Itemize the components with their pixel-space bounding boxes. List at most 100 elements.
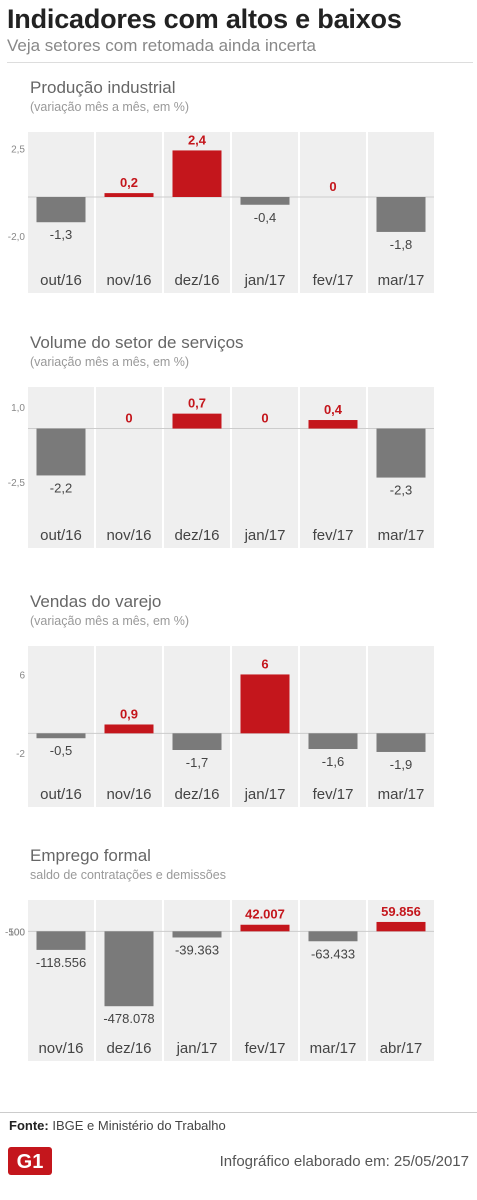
data-label: 59.856 <box>381 904 421 919</box>
y-tick-label: 6 <box>19 670 25 681</box>
y-tick-label: -500 <box>5 927 25 938</box>
data-label: -2,3 <box>390 483 412 498</box>
column-background <box>232 132 298 293</box>
category-label: jan/17 <box>244 786 286 803</box>
y-tick-label: -2,0 <box>8 232 26 243</box>
category-label: fev/17 <box>313 527 354 544</box>
y-tick-label: -2,5 <box>8 478 26 489</box>
bar-chart-producao: 2,5 -2,0 -1,3 out/16 0,2 nov/16 2,4 dez/16 -0,4 j… <box>8 132 434 293</box>
bar <box>240 197 290 205</box>
bar <box>36 931 86 950</box>
source-note: Fonte: IBGE e Ministério do Trabalho <box>9 1118 226 1133</box>
category-label: fev/17 <box>313 272 354 289</box>
bar-chart-servicos: 1,0 -2,5 -2,2 out/16 0 nov/16 0,7 dez/16 0 jan/17… <box>8 387 434 548</box>
bar <box>308 733 358 750</box>
chart-vendas-varejo: Vendas do varejo (variação mês a mês, em… <box>0 592 477 817</box>
data-label: -0,5 <box>50 743 72 758</box>
bar <box>36 197 86 223</box>
bar <box>376 197 426 232</box>
bar <box>240 924 290 932</box>
bar <box>104 724 154 734</box>
data-label: 0,4 <box>324 402 343 417</box>
data-label: -1,6 <box>322 754 344 769</box>
data-label: -0,4 <box>254 210 276 225</box>
bar <box>308 420 358 429</box>
category-label: dez/16 <box>174 272 219 289</box>
category-label: nov/16 <box>106 272 151 289</box>
chart-subtitle: saldo de contratações e demissões <box>30 868 226 882</box>
header-divider <box>7 62 473 63</box>
data-label: 6 <box>261 656 268 671</box>
bar <box>376 921 426 932</box>
g1-logo: G1 <box>8 1147 52 1175</box>
data-label: 0,7 <box>188 396 206 411</box>
category-label: nov/16 <box>38 1040 83 1057</box>
data-label: -118.556 <box>36 955 86 970</box>
bar <box>172 413 222 429</box>
chart-emprego-formal: Emprego formal saldo de contratações e d… <box>0 846 477 1071</box>
bar <box>36 733 86 739</box>
column-background <box>96 387 162 548</box>
column-background <box>164 387 230 548</box>
source-text: IBGE e Ministério do Trabalho <box>52 1118 226 1133</box>
data-label: 0 <box>125 411 132 426</box>
bar <box>172 931 222 938</box>
data-label: -478.078 <box>103 1011 154 1026</box>
category-label: mar/17 <box>378 272 425 289</box>
chart-subtitle: (variação mês a mês, em %) <box>30 614 190 628</box>
y-tick-label: 1,0 <box>11 403 25 414</box>
source-label: Fonte: <box>9 1118 49 1133</box>
bar <box>104 931 154 1007</box>
column-background <box>368 646 434 807</box>
category-label: fev/17 <box>313 786 354 803</box>
y-tick-label: -2 <box>16 749 25 760</box>
category-label: jan/17 <box>244 272 286 289</box>
chart-title: Volume do setor de serviços <box>30 333 244 352</box>
column-background <box>164 900 230 1061</box>
category-label: out/16 <box>40 527 82 544</box>
bar <box>376 428 426 478</box>
column-background <box>232 900 298 1061</box>
category-label: dez/16 <box>174 786 219 803</box>
chart-title: Vendas do varejo <box>30 592 162 611</box>
data-label: 0,2 <box>120 175 138 190</box>
category-label: out/16 <box>40 786 82 803</box>
category-label: nov/16 <box>106 527 151 544</box>
page-title: Indicadores com altos e baixos <box>7 4 402 34</box>
column-background <box>28 900 94 1061</box>
data-label: 42.007 <box>245 907 285 922</box>
data-label: -1,7 <box>186 755 208 770</box>
category-label: fev/17 <box>245 1040 286 1057</box>
column-background <box>232 387 298 548</box>
category-label: dez/16 <box>106 1040 151 1057</box>
column-background <box>164 646 230 807</box>
data-label: -2,2 <box>50 480 72 495</box>
y-tick-label: 100 <box>8 927 25 938</box>
column-background <box>300 387 366 548</box>
category-label: abr/17 <box>380 1040 423 1057</box>
data-label: -1,9 <box>390 757 412 772</box>
bar <box>240 674 290 734</box>
chart-subtitle: (variação mês a mês, em %) <box>30 100 190 114</box>
chart-title: Produção industrial <box>30 78 176 97</box>
column-background <box>300 900 366 1061</box>
data-label: 2,4 <box>188 132 207 147</box>
chart-title: Emprego formal <box>30 846 151 865</box>
bar <box>308 931 358 942</box>
category-label: mar/17 <box>378 786 425 803</box>
category-label: nov/16 <box>106 786 151 803</box>
data-label: -1,3 <box>50 227 72 242</box>
footer-divider <box>0 1112 477 1113</box>
bar <box>36 428 86 476</box>
category-label: dez/16 <box>174 527 219 544</box>
column-background <box>96 132 162 293</box>
category-label: mar/17 <box>310 1040 357 1057</box>
bar <box>172 150 222 197</box>
page-subtitle: Veja setores com retomada ainda incerta <box>7 36 317 55</box>
y-tick-label: 2,5 <box>11 144 25 155</box>
data-label: 0 <box>329 179 336 194</box>
bar <box>172 733 222 750</box>
category-label: mar/17 <box>378 527 425 544</box>
credit-text: Infográfico elaborado em: 25/05/2017 <box>219 1153 469 1170</box>
chart-subtitle: (variação mês a mês, em %) <box>30 355 190 369</box>
